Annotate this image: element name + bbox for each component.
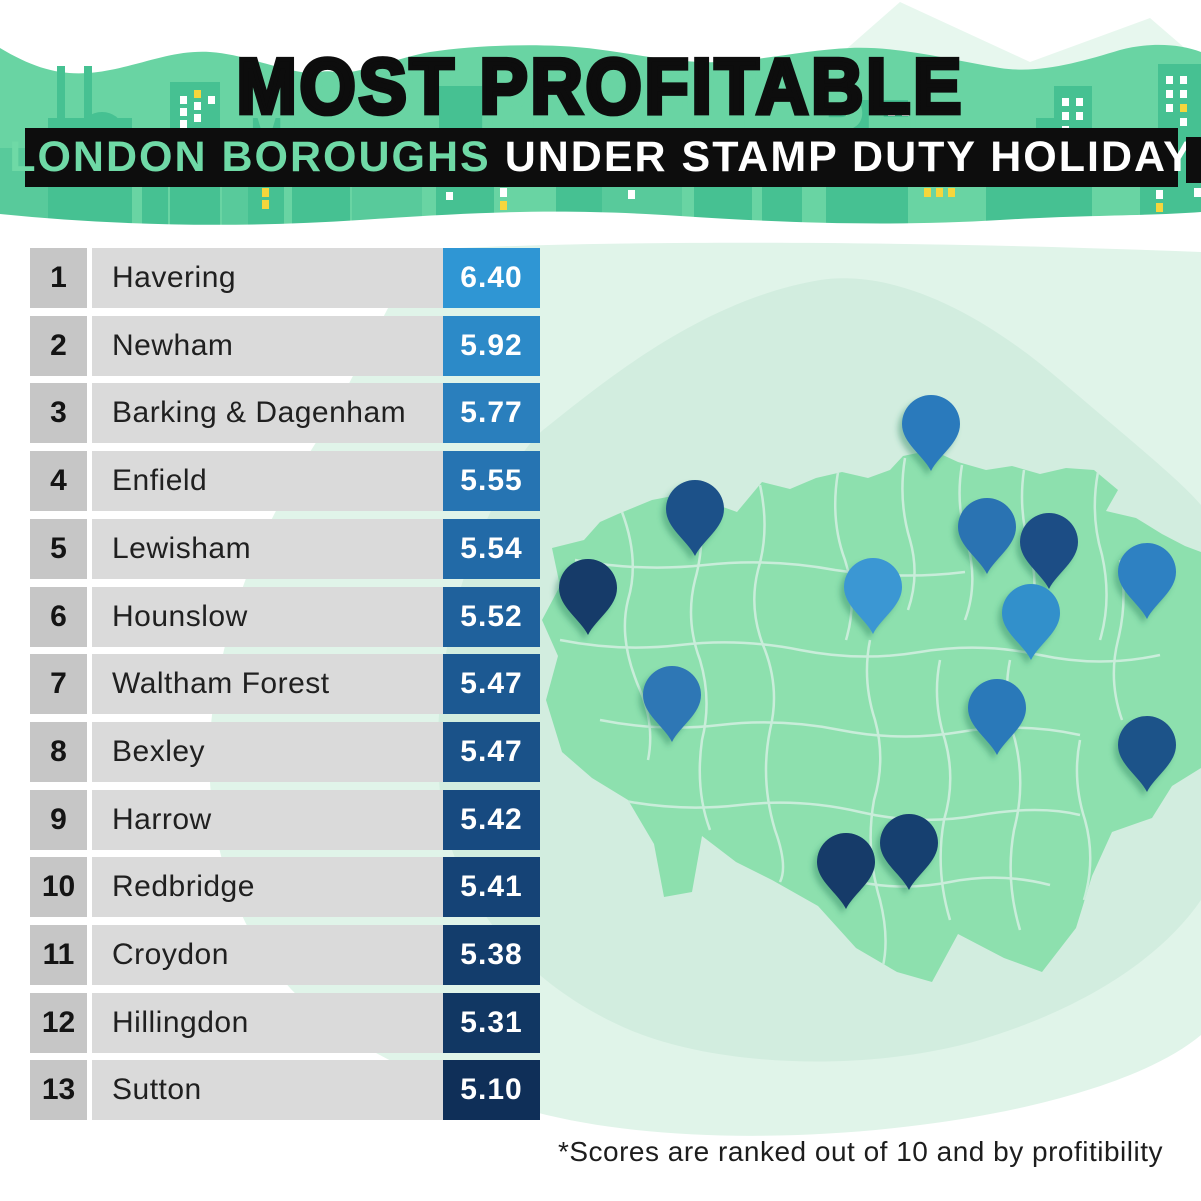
map-pin (844, 558, 902, 634)
dangling-windows-yellow (262, 188, 1163, 212)
london-land (542, 450, 1201, 982)
map-pin (902, 395, 960, 471)
main-title: MOST PROFITABLE (234, 43, 965, 131)
map-pin (817, 833, 875, 909)
map-pin (958, 498, 1016, 574)
footnote: *Scores are ranked out of 10 and by prof… (557, 1136, 1163, 1167)
banner-edge-tab (1186, 137, 1201, 183)
subtitle-green-text: LONDON BOROUGHS (9, 133, 491, 181)
bottom-wave (0, 211, 1201, 232)
map-pin (968, 679, 1026, 755)
map-pin (643, 666, 701, 742)
map-pin (880, 814, 938, 890)
dangling-windows-white (500, 188, 1201, 199)
map-pin (1118, 543, 1176, 619)
map-pin (1002, 584, 1060, 660)
subtitle-white-text: UNDER STAMP DUTY HOLIDAY (504, 133, 1194, 181)
map-pin (1118, 716, 1176, 792)
map-pin (666, 480, 724, 556)
map-pin (1020, 513, 1078, 589)
map-pins (559, 395, 1176, 909)
map-pin (559, 559, 617, 635)
subtitle-banner: LONDON BOROUGHS UNDER STAMP DUTY HOLIDAY (9, 128, 1192, 187)
